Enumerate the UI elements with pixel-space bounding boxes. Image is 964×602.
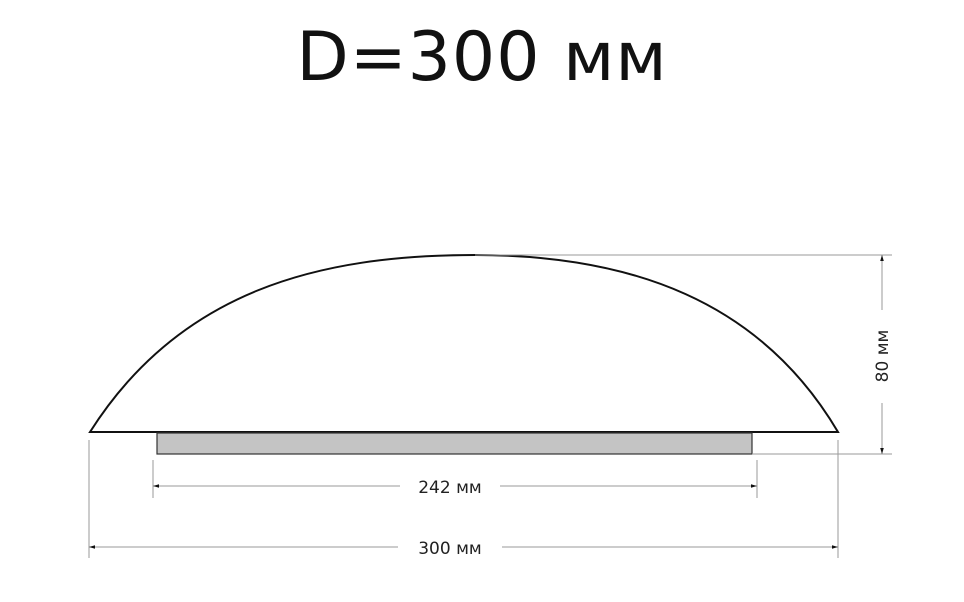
base-plate bbox=[156, 432, 753, 455]
diagram-title: D=300 мм bbox=[296, 18, 668, 97]
dome-outline bbox=[88, 253, 840, 433]
extension-lines bbox=[88, 254, 892, 558]
inner-width-label: 242 мм bbox=[418, 478, 482, 498]
height-label: 80 мм bbox=[873, 330, 893, 383]
outer-width-label: 300 мм bbox=[418, 539, 482, 559]
